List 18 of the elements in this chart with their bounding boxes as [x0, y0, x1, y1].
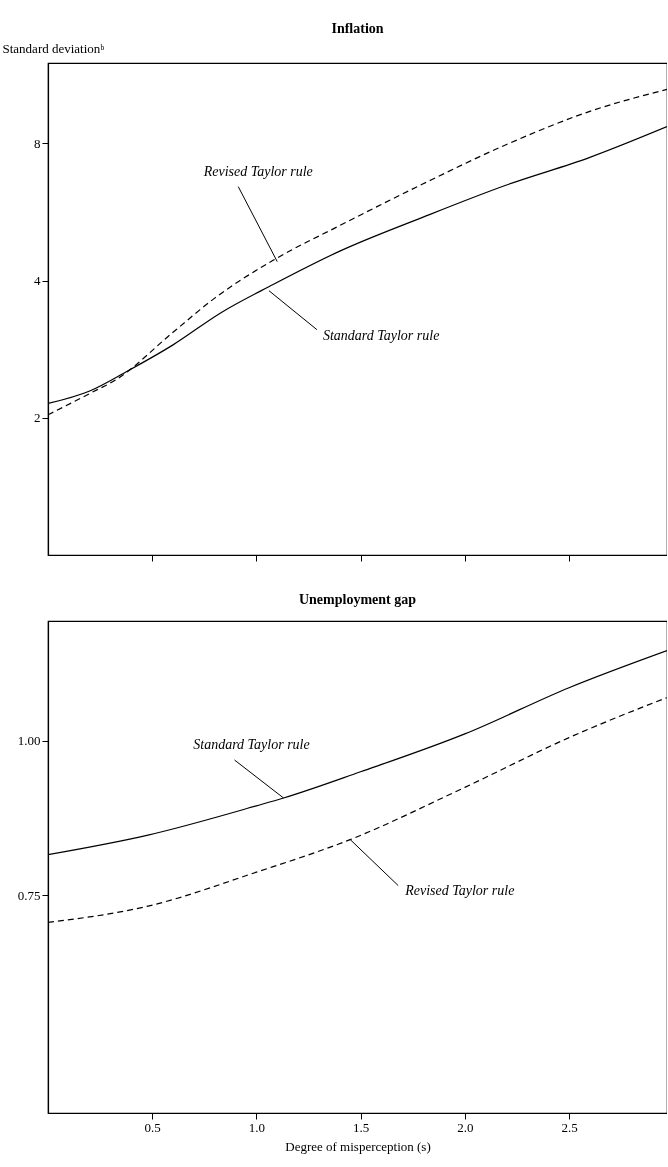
- y-tick-label: 4: [34, 273, 41, 289]
- annotation: Standard Taylor rule: [193, 736, 310, 752]
- annotation: Revised Taylor rule: [202, 163, 313, 179]
- annotation: Revised Taylor rule: [404, 882, 515, 898]
- y-tick-label: 1.00: [17, 733, 41, 749]
- x-tick-label: 2.5: [561, 1119, 578, 1135]
- y-tick-label: 8: [34, 135, 41, 151]
- annotation: Standard Taylor rule: [322, 327, 440, 343]
- y-tick-label: 2: [34, 410, 41, 426]
- x-tick-label: 2.0: [457, 1119, 474, 1135]
- x-axis-title: Degree of misperception (s): [285, 1138, 431, 1154]
- y-axis-title: Standard deviationᵇ: [2, 40, 105, 56]
- x-tick-label: 0.5: [144, 1119, 161, 1135]
- y-tick-label: 0.75: [17, 887, 41, 903]
- chart-title: Inflation: [331, 21, 384, 36]
- chart-title: Unemployment gap: [298, 592, 417, 607]
- x-tick-label: 1.0: [248, 1119, 266, 1135]
- x-tick-label: 1.5: [353, 1119, 370, 1135]
